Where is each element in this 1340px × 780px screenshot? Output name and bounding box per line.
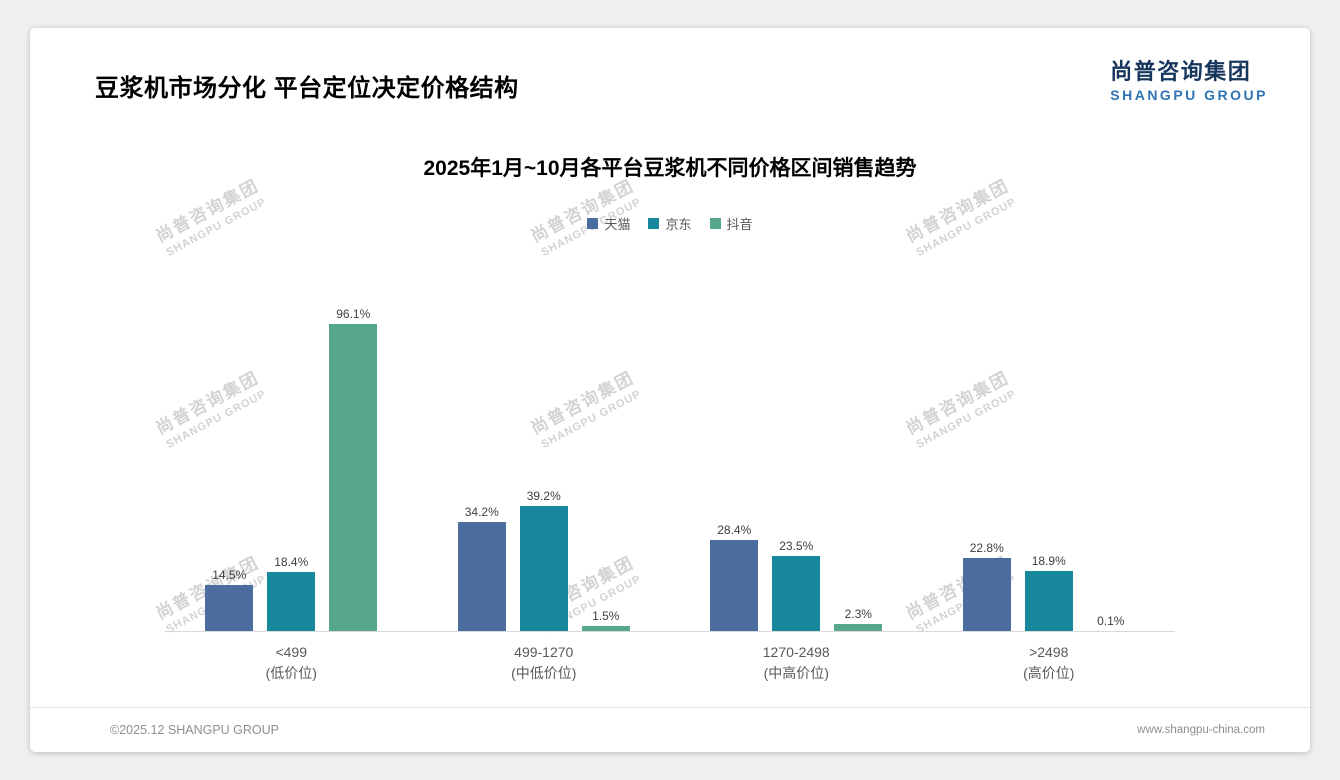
category-label: 499-1270 (中低价位)	[511, 644, 577, 681]
bar-value-label: 22.8%	[969, 541, 1004, 555]
plot: 14.5% 18.4% 96.1% <499 (低价位) 34.2% 39.2% 1.5% 49…	[165, 299, 1175, 684]
bar-douyin	[581, 626, 630, 631]
bar-group-2: 28.4% 23.5% 2.3% 1270-2498 (中高价位)	[710, 299, 883, 684]
bar-douyin	[834, 623, 883, 631]
company-logo: 尚普咨询集团 SHANGPU GROUP	[1110, 54, 1268, 103]
bar-value-label: 96.1%	[336, 306, 371, 321]
bar-value-label: 2.3%	[844, 606, 872, 621]
bar-value-label: 39.2%	[526, 488, 561, 503]
copyright-text: ©2025.12 SHANGPU GROUP	[110, 723, 279, 737]
bar-cluster: 34.2% 39.2% 1.5%	[457, 299, 630, 631]
bar-tmall	[710, 540, 759, 631]
bar-jd	[1024, 570, 1073, 631]
bar-jd	[772, 555, 821, 631]
bar-value-label: 28.4%	[717, 523, 752, 538]
category-label: >2498 (高价位)	[1023, 644, 1075, 681]
bar-wrap: 34.2%	[457, 504, 506, 631]
bar-value-label: 0.1%	[1097, 613, 1125, 628]
bar-wrap: 28.4%	[710, 523, 759, 631]
page-title: 豆浆机市场分化 平台定位决定价格结构	[95, 75, 519, 102]
category-label: 1270-2498 (中高价位)	[762, 644, 830, 681]
legend-item-jd: 京东	[648, 214, 692, 233]
bar-group-3: 22.8% 18.9% 0.1% >2498 (高价位)	[962, 299, 1135, 684]
bar-wrap: 96.1%	[329, 306, 378, 631]
legend-label-douyin: 抖音	[726, 217, 753, 232]
category-label: <499 (低价位)	[265, 644, 317, 681]
logo-cn-text: 尚普咨询集团	[1110, 59, 1252, 84]
slide-content: 豆浆机市场分化 平台定位决定价格结构 尚普咨询集团 SHANGPU GROUP …	[30, 28, 1310, 752]
footer: ©2025.12 SHANGPU GROUP www.shangpu-china…	[30, 707, 1310, 752]
bar-wrap: 23.5%	[772, 538, 821, 631]
logo-en-text: SHANGPU GROUP	[1110, 87, 1268, 103]
bar-value-label: 18.4%	[274, 555, 309, 570]
x-axis-line	[165, 631, 1175, 632]
bar-value-label: 18.9%	[1031, 553, 1066, 568]
bar-value-label: 1.5%	[592, 609, 620, 624]
bar-wrap: 0.1%	[1086, 613, 1135, 631]
bar-tmall	[457, 521, 506, 631]
bar-wrap: 39.2%	[519, 488, 568, 631]
chart-title: 2025年1月~10月各平台豆浆机不同价格区间销售趋势	[423, 157, 917, 180]
slide-card: 尚普咨询集团 SHANGPU GROUP 尚普咨询集团 SHANGPU GROUP 尚普…	[30, 28, 1310, 752]
bar-wrap: 18.4%	[267, 555, 316, 631]
bar-tmall	[205, 584, 254, 631]
legend-swatch-douyin	[709, 218, 721, 229]
bar-tmall	[962, 558, 1011, 631]
bar-cluster: 14.5% 18.4% 96.1%	[205, 299, 378, 631]
legend-label-tmall: 天猫	[604, 217, 631, 232]
legend-item-tmall: 天猫	[587, 214, 630, 233]
bar-cluster: 28.4% 23.5% 2.3%	[710, 299, 883, 631]
bar-cluster: 22.8% 18.9% 0.1%	[962, 299, 1135, 631]
bar-douyin	[329, 323, 378, 631]
bar-wrap: 18.9%	[1024, 553, 1073, 631]
bar-wrap: 1.5%	[581, 609, 630, 631]
bar-value-label: 34.2%	[464, 504, 499, 519]
bar-group-0: 14.5% 18.4% 96.1% <499 (低价位)	[205, 299, 378, 684]
bar-value-label: 23.5%	[779, 538, 814, 553]
legend-swatch-tmall	[587, 218, 599, 229]
legend-swatch-jd	[648, 218, 660, 229]
bar-wrap: 14.5%	[205, 567, 254, 631]
bar-value-label: 14.5%	[212, 567, 247, 582]
bar-wrap: 22.8%	[962, 541, 1011, 631]
bar-group-1: 34.2% 39.2% 1.5% 499-1270 (中低价位)	[457, 299, 630, 684]
legend-label-jd: 京东	[665, 217, 692, 232]
bar-wrap: 2.3%	[834, 606, 883, 631]
bar-jd	[267, 572, 316, 631]
chart-legend: 天猫 京东 抖音	[30, 214, 1310, 233]
legend-item-douyin: 抖音	[709, 214, 753, 233]
bar-jd	[519, 505, 568, 631]
website-url: www.shangpu-china.com	[1137, 724, 1265, 736]
